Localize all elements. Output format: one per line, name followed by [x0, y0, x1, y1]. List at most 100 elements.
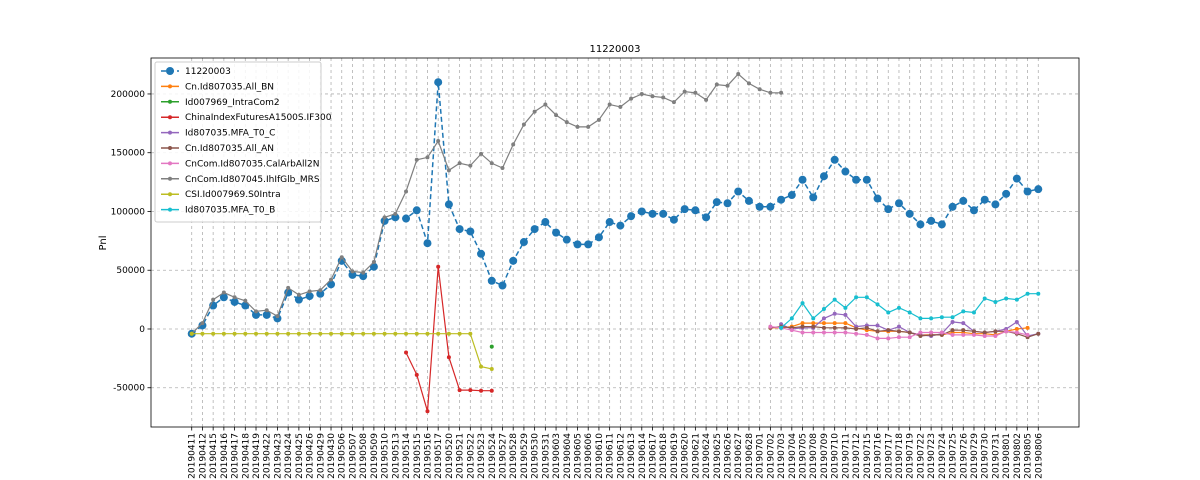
x-tick-label: 20190530	[531, 433, 541, 479]
series-marker	[971, 310, 976, 315]
series-marker	[680, 205, 689, 214]
series-marker	[637, 207, 646, 216]
series-marker	[318, 288, 323, 293]
legend-label: Id807035.MFA_T0_C	[185, 129, 275, 139]
series-marker	[221, 290, 226, 295]
x-tick-label: 20190612	[616, 433, 626, 479]
series-marker	[755, 202, 764, 211]
series-marker	[873, 194, 882, 203]
series-marker	[543, 102, 548, 107]
series-marker	[489, 366, 494, 371]
series-marker	[779, 325, 784, 330]
x-tick-label: 20190708	[809, 433, 819, 479]
x-tick-label: 20190425	[295, 433, 305, 479]
series-marker	[380, 216, 389, 225]
series-marker	[830, 155, 839, 164]
x-tick-label: 20190528	[509, 433, 519, 479]
x-tick-label: 20190712	[852, 433, 862, 479]
x-tick-label: 20190422	[263, 433, 273, 479]
series-marker	[907, 335, 912, 340]
legend-marker	[166, 67, 174, 75]
x-tick-label: 20190416	[220, 433, 230, 479]
x-tick-label: 20190710	[831, 433, 841, 479]
series-marker	[843, 330, 848, 335]
series-marker	[446, 355, 451, 360]
series-marker	[575, 124, 580, 129]
series-marker	[980, 195, 989, 204]
series-marker	[564, 120, 569, 125]
x-tick-label: 20190703	[777, 433, 787, 479]
x-tick-label: 20190731	[991, 433, 1001, 479]
series-marker	[436, 264, 441, 269]
x-tick-label: 20190625	[713, 433, 723, 479]
series-marker	[800, 301, 805, 306]
series-marker	[607, 102, 612, 107]
series-marker	[318, 331, 323, 336]
x-tick-label: 20190726	[959, 433, 969, 479]
plot-frame	[150, 57, 1080, 428]
series-marker	[489, 388, 494, 393]
series-marker	[275, 331, 280, 336]
series-marker	[509, 256, 518, 265]
series-marker	[305, 292, 314, 301]
series-marker	[768, 90, 773, 95]
series-marker	[479, 364, 484, 369]
series-marker	[648, 209, 657, 218]
series-marker	[254, 331, 259, 336]
series-marker	[1014, 297, 1019, 302]
series-marker	[894, 199, 903, 208]
series-marker	[402, 214, 411, 223]
series-marker	[339, 331, 344, 336]
legend-marker	[168, 130, 172, 135]
series-marker	[457, 331, 462, 336]
series-marker	[477, 249, 486, 258]
series-marker	[468, 331, 473, 336]
series-marker	[519, 238, 528, 247]
series-marker	[811, 316, 816, 321]
series-marker	[243, 331, 248, 336]
series-marker	[554, 113, 559, 118]
x-tick-label: 20190510	[381, 433, 391, 479]
series-marker	[337, 256, 346, 265]
series-marker	[682, 89, 687, 94]
series-marker	[605, 218, 614, 227]
series-marker	[669, 215, 678, 224]
series-marker	[896, 335, 901, 340]
series-marker	[744, 196, 753, 205]
x-tick-label: 20190605	[573, 433, 583, 479]
series-marker	[627, 212, 636, 221]
series-marker	[1014, 326, 1019, 331]
series-marker	[382, 331, 387, 336]
x-tick-label: 20190619	[670, 433, 680, 479]
series-marker	[1004, 296, 1009, 301]
series-marker	[596, 117, 601, 122]
series-marker	[511, 142, 516, 147]
x-tick-label: 20190508	[359, 433, 369, 479]
x-tick-label: 20190701	[756, 433, 766, 479]
series-marker	[1034, 185, 1043, 194]
series-marker	[821, 316, 826, 321]
x-tick-label: 20190730	[981, 433, 991, 479]
series-marker	[243, 298, 248, 303]
series-marker	[832, 325, 837, 330]
x-tick-label: 20190429	[316, 433, 326, 479]
series-marker	[361, 331, 366, 336]
series-marker	[800, 321, 805, 326]
series-marker	[307, 331, 312, 336]
series-marker	[800, 324, 805, 329]
series-marker	[412, 206, 421, 215]
series-marker	[1014, 330, 1019, 335]
series-marker	[896, 305, 901, 310]
series-marker	[562, 235, 571, 244]
series-marker	[712, 198, 721, 207]
series-marker	[425, 409, 430, 414]
series-marker	[382, 215, 387, 220]
x-tick-label: 20190620	[681, 433, 691, 479]
x-tick-label: 20190805	[1024, 433, 1034, 479]
series-marker	[939, 315, 944, 320]
series-marker	[479, 388, 484, 393]
x-tick-label: 20190417	[231, 433, 241, 479]
legend-label: CSI.Id007969.S0Intra	[185, 190, 281, 200]
y-tick-label: 100000	[111, 207, 146, 217]
series-marker	[457, 388, 462, 393]
